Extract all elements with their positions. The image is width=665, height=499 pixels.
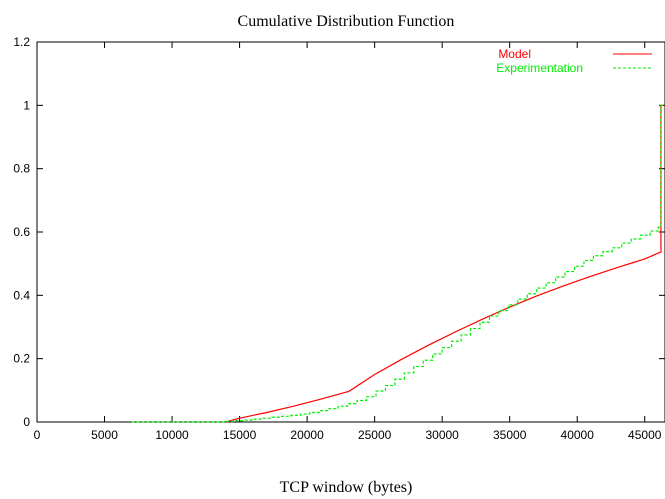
- plot-frame: [36, 41, 665, 423]
- x-axis: 0 5000 10000 15000 20000 25000 30000 35000 40000…: [34, 42, 662, 442]
- legend-label-model: Model: [498, 47, 531, 61]
- series-line-model: [225, 104, 664, 423]
- y-tick-label: 0.6: [13, 225, 30, 239]
- legend-label-experimentation: Experimentation: [496, 61, 583, 75]
- y-tick-label: 0.4: [13, 288, 30, 302]
- y-tick-label: 1: [23, 98, 30, 112]
- x-tick-label: 40000: [561, 428, 595, 442]
- y-axis: 0 0.2 0.4 0.6 0.8 1 1.2: [13, 35, 665, 429]
- y-tick-label: 0.2: [13, 352, 30, 366]
- x-tick-label: 0: [34, 428, 41, 442]
- y-tick-label: 1.2: [13, 35, 30, 49]
- series-line-experimentation: [131, 104, 665, 423]
- x-tick-label: 30000: [425, 428, 459, 442]
- legend: Model Experimentation: [496, 47, 652, 75]
- x-tick-label: 45000: [628, 428, 662, 442]
- x-tick-label: 20000: [290, 428, 324, 442]
- y-tick-label: 0.8: [13, 162, 30, 176]
- x-tick-label: 15000: [223, 428, 257, 442]
- x-tick-label: 35000: [493, 428, 527, 442]
- x-tick-label: 5000: [91, 428, 118, 442]
- chart-title: Cumulative Distribution Function: [238, 13, 455, 30]
- y-tick-label: 0: [23, 415, 30, 429]
- x-tick-label: 10000: [155, 428, 189, 442]
- x-axis-label: TCP window (bytes): [280, 479, 413, 496]
- x-tick-label: 25000: [358, 428, 392, 442]
- series-layer: [131, 104, 665, 423]
